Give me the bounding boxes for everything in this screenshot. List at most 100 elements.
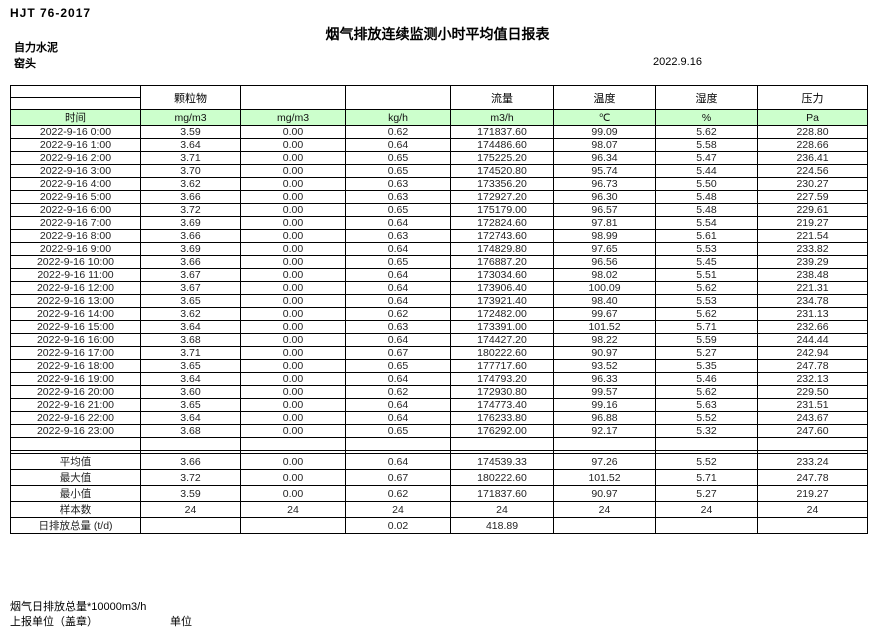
cell-value: 172824.60 xyxy=(450,216,554,230)
table-row: 2022-9-16 16:00 3.68 0.00 0.64 174427.20 98.2… xyxy=(10,333,868,347)
table-row: 2022-9-16 9:00 3.69 0.00 0.64 174829.80 97.65… xyxy=(10,242,868,256)
cell-value: 99.16 xyxy=(553,398,656,412)
summary-cell-value: 0.62 xyxy=(345,485,451,502)
cell-value: 0.00 xyxy=(240,203,346,217)
footer-unit-label: 单位 xyxy=(170,616,192,628)
table-row: 2022-9-16 5:00 3.66 0.00 0.63 172927.20 96.30… xyxy=(10,190,868,204)
cell-value: 3.71 xyxy=(140,151,241,165)
cell-value: 0.00 xyxy=(240,229,346,243)
cell-value: 5.61 xyxy=(655,229,758,243)
cell-value: 0.00 xyxy=(240,320,346,334)
table-row: 2022-9-16 22:00 3.64 0.00 0.64 176233.80 96.8… xyxy=(10,411,868,425)
cell-value: 0.62 xyxy=(345,125,451,139)
cell-value: 96.88 xyxy=(553,411,656,425)
summary-cell-value: 0.00 xyxy=(240,485,346,502)
cell-label: 2022-9-16 10:00 xyxy=(10,255,141,269)
cell-value: 172930.80 xyxy=(450,385,554,399)
cell-value: 3.62 xyxy=(140,307,241,321)
cell-value: 96.57 xyxy=(553,203,656,217)
footer-reporting-unit-label: 上报单位（盖章） xyxy=(10,616,98,628)
cell-value: 0.64 xyxy=(345,372,451,386)
cell-value: 172927.20 xyxy=(450,190,554,204)
cell-value: 0.00 xyxy=(240,424,346,438)
cell-value: 3.66 xyxy=(140,255,241,269)
cell-label: 2022-9-16 6:00 xyxy=(10,203,141,217)
cell-value: 3.71 xyxy=(140,346,241,360)
summary-cell-value: 247.78 xyxy=(757,469,868,486)
summary-cell-value: 101.52 xyxy=(553,469,656,486)
blank-cell-value xyxy=(140,437,241,451)
cell-label: 2022-9-16 0:00 xyxy=(10,125,141,139)
cell-value: 5.71 xyxy=(655,320,758,334)
cell-value: 96.56 xyxy=(553,255,656,269)
blank-cell-value xyxy=(655,437,758,451)
page-title: 烟气排放连续监测小时平均值日报表 xyxy=(325,26,550,42)
cell-value: 0.00 xyxy=(240,372,346,386)
cell-value: 92.17 xyxy=(553,424,656,438)
cell-value: 3.68 xyxy=(140,424,241,438)
cell-value: 0.00 xyxy=(240,346,346,360)
footer-flow-total-note: 烟气日排放总量*10000m3/h xyxy=(10,601,147,613)
cell-value: 99.09 xyxy=(553,125,656,139)
cell-value: 5.53 xyxy=(655,242,758,256)
cell-value: 96.33 xyxy=(553,372,656,386)
cell-value: 174486.60 xyxy=(450,138,554,152)
cell-value: 180222.60 xyxy=(450,346,554,360)
cell-label: 2022-9-16 22:00 xyxy=(10,411,141,425)
summary-cell-value: 24 xyxy=(553,501,656,518)
summary-cell-value: 0.02 xyxy=(345,517,451,534)
summary-cell-value: 97.26 xyxy=(553,453,656,470)
cell-value: 3.64 xyxy=(140,320,241,334)
cell-value: 176292.00 xyxy=(450,424,554,438)
cell-value: 243.67 xyxy=(757,411,868,425)
cell-value: 0.00 xyxy=(240,333,346,347)
cell-value: 175225.20 xyxy=(450,151,554,165)
units-pa: Pa xyxy=(757,109,868,126)
table-row: 2022-9-16 8:00 3.66 0.00 0.63 172743.60 98.99… xyxy=(10,229,868,243)
summary-cell-value: 219.27 xyxy=(757,485,868,502)
cell-value: 5.54 xyxy=(655,216,758,230)
cell-value: 100.09 xyxy=(553,281,656,295)
table-row: 2022-9-16 0:00 3.59 0.00 0.62 171837.60 99.09… xyxy=(10,125,868,139)
summary-cell-value: 0.00 xyxy=(240,453,346,470)
cell-value: 0.00 xyxy=(240,242,346,256)
units-percent: % xyxy=(655,109,758,126)
cell-value: 98.22 xyxy=(553,333,656,347)
cell-value: 90.97 xyxy=(553,346,656,360)
table-row: 2022-9-16 12:00 3.67 0.00 0.64 173906.40 100.… xyxy=(10,281,868,295)
summary-cell-value xyxy=(757,517,868,534)
table-row: 2022-9-16 6:00 3.72 0.00 0.65 175179.00 96.57… xyxy=(10,203,868,217)
table-row: 2022-9-16 4:00 3.62 0.00 0.63 173356.20 96.73… xyxy=(10,177,868,191)
cell-value: 173391.00 xyxy=(450,320,554,334)
cell-value: 3.65 xyxy=(140,294,241,308)
cell-value: 5.52 xyxy=(655,411,758,425)
cell-value: 5.46 xyxy=(655,372,758,386)
monitoring-point-name: 窑头 xyxy=(14,58,36,70)
summary-cell-value: 0.00 xyxy=(240,469,346,486)
header-flow: 流量 xyxy=(450,85,554,110)
header-time-bottom-cell xyxy=(10,97,141,110)
cell-value: 3.69 xyxy=(140,242,241,256)
cell-value: 239.29 xyxy=(757,255,868,269)
units-time: 时间 xyxy=(10,109,141,126)
cell-value: 5.35 xyxy=(655,359,758,373)
company-name: 自力水泥 xyxy=(14,42,58,54)
table-row: 2022-9-16 7:00 3.69 0.00 0.64 172824.60 97.81… xyxy=(10,216,868,230)
cell-value: 98.02 xyxy=(553,268,656,282)
summary-cell-value: 24 xyxy=(450,501,554,518)
cell-label: 2022-9-16 13:00 xyxy=(10,294,141,308)
cell-value: 227.59 xyxy=(757,190,868,204)
cell-value: 3.66 xyxy=(140,229,241,243)
cell-value: 5.53 xyxy=(655,294,758,308)
cell-value: 98.07 xyxy=(553,138,656,152)
cell-value: 174427.20 xyxy=(450,333,554,347)
summary-cell-value: 24 xyxy=(345,501,451,518)
cell-value: 3.67 xyxy=(140,281,241,295)
cell-value: 247.78 xyxy=(757,359,868,373)
summary-row: 日排放总量 (t/d) 0.02 418.89 xyxy=(10,517,868,534)
cell-value: 5.62 xyxy=(655,281,758,295)
summary-cell-value: 5.27 xyxy=(655,485,758,502)
summary-cell-value: 418.89 xyxy=(450,517,554,534)
cell-value: 95.74 xyxy=(553,164,656,178)
doc-code: HJT 76-2017 xyxy=(10,6,92,20)
